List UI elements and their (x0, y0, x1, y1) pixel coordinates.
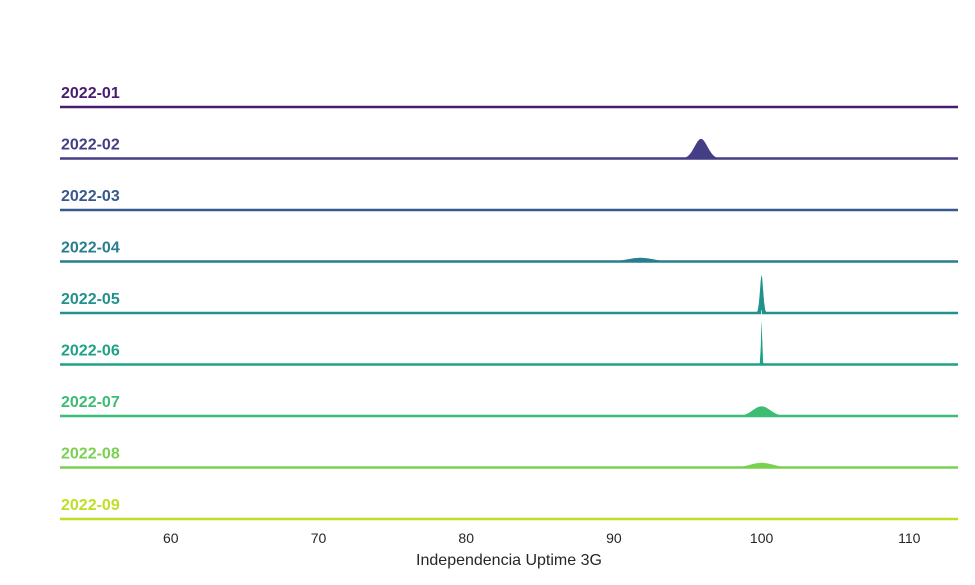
ridge-label: 2022-05 (61, 291, 120, 308)
ridge-label: 2022-04 (61, 240, 120, 257)
x-axis-ticks: 60 70 80 90 100 110 (163, 530, 921, 546)
x-tick-label: 60 (163, 530, 179, 546)
ridge-2022-02: 2022-02 (60, 137, 958, 160)
ridge-2022-09: 2022-09 (60, 497, 958, 521)
ridge-label: 2022-03 (61, 188, 120, 205)
ridge-2022-07: 2022-07 (60, 394, 958, 418)
ridge-label: 2022-02 (61, 137, 120, 154)
ridges-group: 2022-01 2022-02 2022-03 2022-04 2022-05 2022-… (60, 85, 958, 521)
x-tick-label: 100 (750, 530, 774, 546)
density-area (60, 273, 958, 314)
ridge-label: 2022-08 (61, 446, 120, 463)
ridge-2022-04: 2022-04 (60, 240, 958, 263)
x-axis-label: Independencia Uptime 3G (416, 552, 602, 569)
x-tick-label: 70 (311, 530, 327, 546)
ridge-label: 2022-01 (61, 85, 120, 102)
ridge-2022-05: 2022-05 (60, 273, 958, 315)
ridge-2022-03: 2022-03 (60, 188, 958, 212)
density-area (60, 138, 958, 159)
ridge-2022-08: 2022-08 (60, 446, 958, 469)
x-tick-label: 90 (606, 530, 622, 546)
ridge-label: 2022-06 (61, 343, 120, 360)
ridge-label: 2022-09 (61, 497, 120, 514)
ridge-2022-06: 2022-06 (60, 310, 958, 366)
density-area (60, 405, 958, 417)
ridge-2022-01: 2022-01 (60, 85, 958, 109)
density-area (60, 310, 958, 365)
ridge-label: 2022-07 (61, 394, 120, 411)
x-tick-label: 110 (898, 530, 921, 546)
x-tick-label: 80 (458, 530, 474, 546)
